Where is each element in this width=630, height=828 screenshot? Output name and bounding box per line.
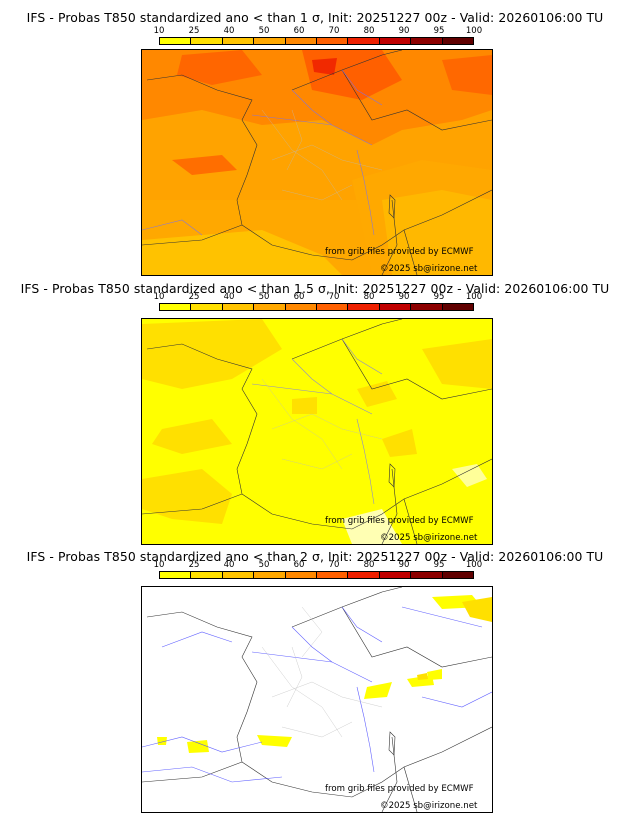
legend-swatch	[411, 572, 443, 578]
legend-tick-label: 10	[153, 26, 165, 36]
legend-swatch	[379, 304, 412, 310]
probability-map: from grib files provided by ECMWF ©2025 …	[141, 49, 493, 276]
legend-swatch	[191, 572, 223, 578]
legend-swatch	[285, 304, 318, 310]
legend-swatch	[285, 38, 318, 44]
legend-tick-label: 25	[188, 560, 200, 570]
legend-bar	[159, 571, 474, 579]
copyright-note: ©2025 sb@irizone.net	[380, 801, 478, 811]
legend-tick-label: 100	[465, 26, 483, 36]
legend-tick-label: 90	[398, 26, 410, 36]
legend-swatch	[348, 572, 380, 578]
legend-swatch	[191, 38, 223, 44]
data-source-note: from grib files provided by ECMWF	[325, 516, 474, 526]
legend-swatch	[160, 304, 192, 310]
legend-swatch	[285, 572, 318, 578]
legend-swatch	[379, 38, 412, 44]
legend-tick-label: 50	[258, 292, 270, 302]
legend-tick-label: 25	[188, 26, 200, 36]
legend-tick-label: 100	[465, 292, 483, 302]
probability-map: from grib files provided by ECMWF ©2025 …	[141, 586, 493, 813]
legend-tick-label: 80	[363, 26, 375, 36]
legend-swatch	[160, 572, 192, 578]
legend-swatch	[442, 572, 474, 578]
map-canvas	[142, 319, 492, 544]
legend-swatch	[411, 38, 443, 44]
color-legend: 10 25 40 50 60 70 80 90 95 100	[154, 292, 483, 312]
legend-tick-label: 90	[398, 560, 410, 570]
data-source-note: from grib files provided by ECMWF	[325, 784, 474, 794]
legend-tick-label: 60	[293, 292, 305, 302]
legend-swatch	[191, 304, 223, 310]
legend-tick-label: 70	[328, 292, 340, 302]
panel-title: IFS - Probas T850 standardized ano < tha…	[20, 281, 610, 296]
legend-tick-label: 50	[258, 26, 270, 36]
legend-ticks: 10 25 40 50 60 70 80 90 95 100	[154, 26, 483, 37]
color-legend: 10 25 40 50 60 70 80 90 95 100	[154, 560, 483, 580]
legend-swatch	[379, 572, 412, 578]
legend-swatch	[222, 572, 255, 578]
legend-swatch	[317, 572, 349, 578]
copyright-note: ©2025 sb@irizone.net	[380, 264, 478, 274]
legend-bar	[159, 37, 474, 45]
data-source-note: from grib files provided by ECMWF	[325, 247, 474, 257]
legend-tick-label: 90	[398, 292, 410, 302]
legend-swatch	[222, 304, 255, 310]
probability-map: from grib files provided by ECMWF ©2025 …	[141, 318, 493, 545]
map-canvas	[142, 50, 492, 275]
legend-swatch	[222, 38, 255, 44]
legend-tick-label: 10	[153, 560, 165, 570]
legend-swatch	[411, 304, 443, 310]
map-panel-3: IFS - Probas T850 standardized ano < tha…	[0, 546, 630, 828]
copyright-note: ©2025 sb@irizone.net	[380, 533, 478, 543]
legend-tick-label: 100	[465, 560, 483, 570]
legend-swatch	[317, 38, 349, 44]
legend-tick-label: 40	[223, 560, 235, 570]
legend-swatch	[442, 38, 474, 44]
color-legend: 10 25 40 50 60 70 80 90 95 100	[154, 26, 483, 46]
legend-tick-label: 60	[293, 560, 305, 570]
legend-tick-label: 80	[363, 560, 375, 570]
legend-tick-label: 40	[223, 26, 235, 36]
legend-tick-label: 10	[153, 292, 165, 302]
legend-tick-label: 40	[223, 292, 235, 302]
legend-tick-label: 95	[433, 560, 445, 570]
legend-bar	[159, 303, 474, 311]
map-panel-2: IFS - Probas T850 standardized ano < tha…	[0, 276, 630, 546]
legend-ticks: 10 25 40 50 60 70 80 90 95 100	[154, 292, 483, 303]
legend-tick-label: 60	[293, 26, 305, 36]
legend-swatch	[254, 38, 286, 44]
panel-title: IFS - Probas T850 standardized ano < tha…	[26, 549, 604, 564]
legend-ticks: 10 25 40 50 60 70 80 90 95 100	[154, 560, 483, 571]
legend-tick-label: 25	[188, 292, 200, 302]
panel-title: IFS - Probas T850 standardized ano < tha…	[26, 10, 604, 25]
legend-swatch	[348, 304, 380, 310]
legend-tick-label: 70	[328, 26, 340, 36]
legend-tick-label: 50	[258, 560, 270, 570]
legend-tick-label: 95	[433, 26, 445, 36]
legend-swatch	[317, 304, 349, 310]
legend-swatch	[348, 38, 380, 44]
legend-tick-label: 95	[433, 292, 445, 302]
legend-swatch	[442, 304, 474, 310]
legend-swatch	[160, 38, 192, 44]
map-canvas	[142, 587, 492, 812]
legend-tick-label: 70	[328, 560, 340, 570]
legend-tick-label: 80	[363, 292, 375, 302]
map-panel-1: IFS - Probas T850 standardized ano < tha…	[0, 0, 630, 276]
legend-swatch	[254, 304, 286, 310]
legend-swatch	[254, 572, 286, 578]
